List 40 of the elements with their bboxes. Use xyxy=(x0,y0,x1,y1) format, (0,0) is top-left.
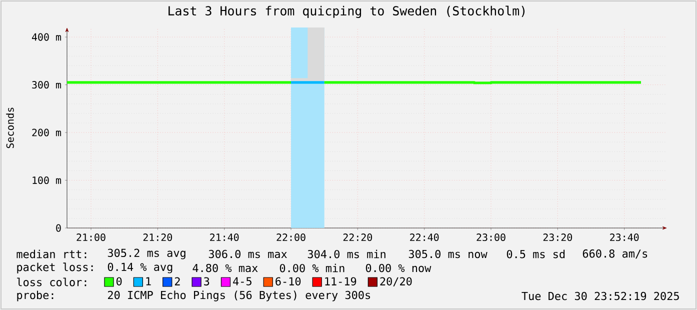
x-tick-label: 21:20 xyxy=(143,234,172,242)
y-axis-title: Seconds xyxy=(6,108,14,148)
text: 0.00 % min xyxy=(280,264,344,272)
text: 0.5 ms sd xyxy=(506,250,565,258)
text: median rtt: xyxy=(16,250,86,258)
x-tick-label: 22:40 xyxy=(410,234,439,242)
x-tick-label: 22:20 xyxy=(343,234,372,242)
text: 0.00 % now xyxy=(366,264,432,272)
x-tick-label: 23:20 xyxy=(543,234,572,242)
y-tick-label: 400 m xyxy=(32,33,62,41)
text: packet loss: xyxy=(17,262,93,274)
text: Tue Dec 30 23:52:19 2025 xyxy=(522,292,679,300)
legend-label: 4-5 xyxy=(233,277,252,286)
legend-title: loss color: xyxy=(17,278,86,286)
legend-label: 11-19 xyxy=(325,277,356,286)
text: 660.8 am/s xyxy=(582,249,648,259)
legend-label: 2 xyxy=(174,277,180,286)
y-tick-label: 0 xyxy=(56,224,61,232)
text: 305.0 ms now xyxy=(408,250,488,258)
x-tick-label: 21:00 xyxy=(76,234,106,242)
legend-label: 6-10 xyxy=(276,277,301,286)
text: 305.2 ms avg xyxy=(108,248,186,260)
text: 306.0 ms max xyxy=(208,250,287,258)
x-tick-label: 22:00 xyxy=(276,234,306,242)
y-tick-label: 100 m xyxy=(32,176,62,184)
x-tick-label: 21:40 xyxy=(210,234,239,242)
legend-label: 20/20 xyxy=(380,277,412,286)
legend-label: 3 xyxy=(204,277,210,286)
x-tick-label: 23:00 xyxy=(476,234,506,242)
chart-title: Last 3 Hours from quicping to Sweden (Stockholm) xyxy=(168,6,525,18)
y-tick-label: 200 m xyxy=(32,128,62,136)
text: 304.0 ms min xyxy=(308,250,386,258)
text: probe: xyxy=(17,290,54,302)
legend-label: 1 xyxy=(146,277,151,286)
legend-label: 0 xyxy=(116,277,122,286)
y-tick-label: 300 m xyxy=(32,81,62,89)
x-tick-label: 23:40 xyxy=(610,234,639,242)
text: 20 ICMP Echo Pings (56 Bytes) every 300s xyxy=(108,290,370,302)
text: 0.14 % avg xyxy=(108,262,172,274)
text: 4.80 % max xyxy=(192,264,258,272)
